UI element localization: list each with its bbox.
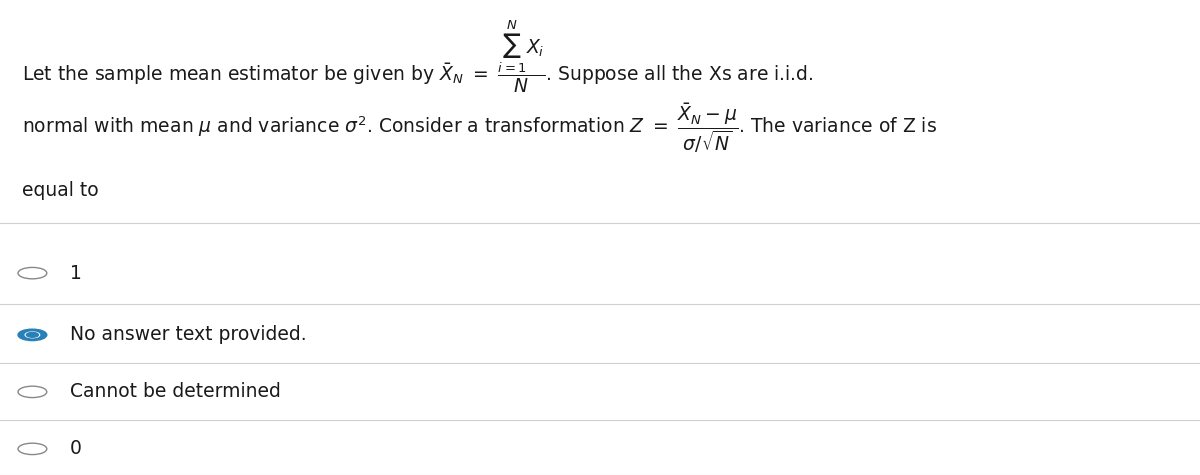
Text: No answer text provided.: No answer text provided. [70,325,306,344]
Text: Let the sample mean estimator be given by $\bar{X}_N\ =\ \dfrac{\sum_{i=1}^{N} X: Let the sample mean estimator be given b… [22,19,814,95]
Circle shape [26,332,38,337]
Text: 0: 0 [70,439,82,458]
Circle shape [18,329,47,341]
Circle shape [25,332,40,338]
Text: normal with mean $\mu$ and variance $\sigma^2$. Consider a transformation $Z\ =\: normal with mean $\mu$ and variance $\si… [22,101,936,155]
Text: equal to: equal to [22,180,98,200]
Text: Cannot be determined: Cannot be determined [70,382,281,401]
Text: 1: 1 [70,264,82,283]
